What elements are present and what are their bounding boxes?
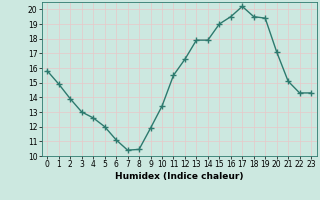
X-axis label: Humidex (Indice chaleur): Humidex (Indice chaleur) [115, 172, 244, 181]
